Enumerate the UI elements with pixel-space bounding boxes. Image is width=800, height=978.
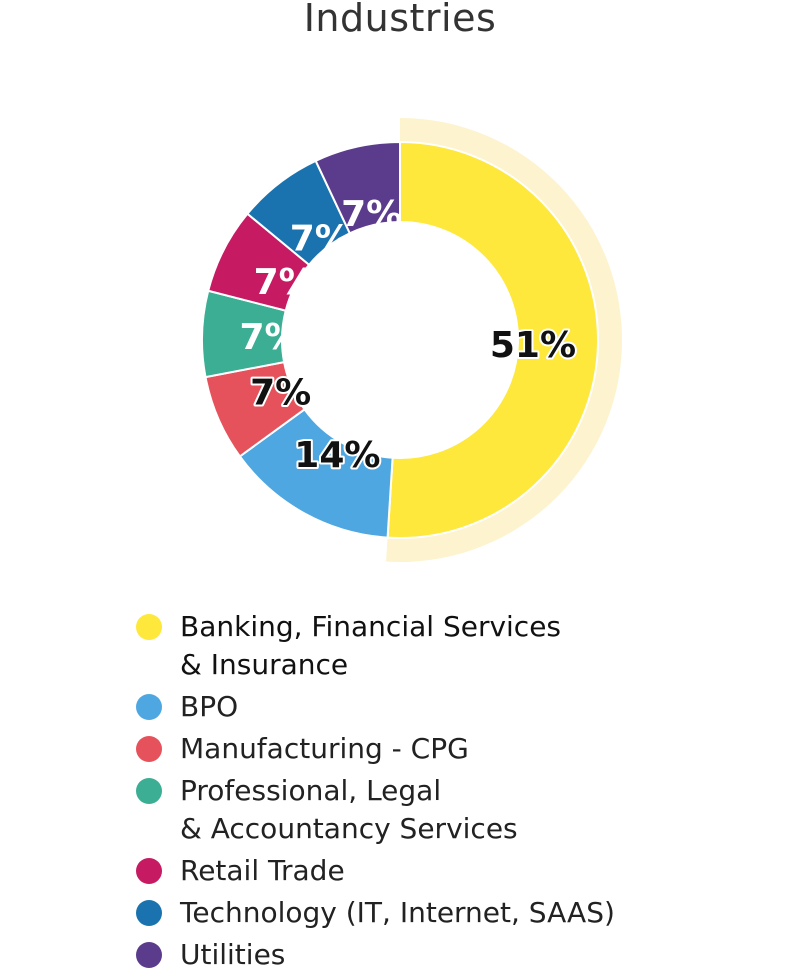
slice-data-label: 7%	[290, 218, 351, 259]
chart-title: Industries	[303, 0, 497, 40]
legend-item: BPO	[136, 688, 615, 726]
chart-legend: Banking, Financial Services & Insurance B…	[136, 608, 615, 978]
slice-data-label: 7%	[240, 317, 301, 358]
slice-data-label: 7%	[254, 262, 315, 303]
legend-swatch	[136, 900, 162, 926]
slice-data-label: 7%	[341, 194, 402, 235]
legend-item: Technology (IT, Internet, SAAS)	[136, 894, 615, 932]
legend-label: Retail Trade	[180, 854, 345, 887]
slice-data-label: 7%	[250, 373, 311, 414]
legend-swatch	[136, 736, 162, 762]
legend-label: Professional, Legal & Accountancy Servic…	[180, 774, 518, 845]
pie-slice	[314, 140, 401, 235]
legend-item: Professional, Legal & Accountancy Servic…	[136, 772, 615, 848]
pie-slice	[386, 140, 600, 539]
legend-swatch	[136, 942, 162, 968]
legend-item: Manufacturing - CPG	[136, 730, 615, 768]
slice-data-label: 51%	[490, 325, 576, 366]
legend-label: BPO	[180, 690, 239, 723]
legend-item: Banking, Financial Services & Insurance	[136, 608, 615, 684]
legend-item: Utilities	[136, 936, 615, 974]
donut-chart: 51%14%7%7%7%7%7%	[201, 118, 622, 562]
legend-swatch	[136, 614, 162, 640]
slice-data-label: 14%	[294, 435, 380, 476]
legend-label: Utilities	[180, 938, 286, 971]
legend-swatch	[136, 694, 162, 720]
legend-label: Manufacturing - CPG	[180, 732, 469, 765]
legend-label: Technology (IT, Internet, SAAS)	[180, 896, 615, 929]
legend-item: Retail Trade	[136, 852, 615, 890]
legend-swatch	[136, 858, 162, 884]
legend-label: Banking, Financial Services & Insurance	[180, 610, 562, 681]
legend-swatch	[136, 778, 162, 804]
